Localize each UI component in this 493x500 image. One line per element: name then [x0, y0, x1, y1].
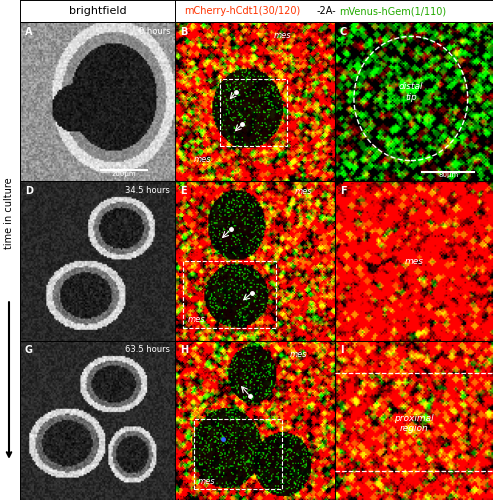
Text: D: D [25, 186, 33, 196]
Text: mes: mes [197, 477, 215, 486]
Text: mes: mes [290, 350, 308, 358]
Text: 80μm: 80μm [439, 172, 459, 178]
Text: G: G [25, 346, 33, 356]
Text: mVenus-hGem(1/110): mVenus-hGem(1/110) [339, 6, 446, 16]
Text: 200μm: 200μm [111, 170, 136, 176]
Text: 0 hours: 0 hours [139, 27, 171, 36]
Text: distal
tip: distal tip [398, 82, 423, 102]
Text: B: B [180, 27, 187, 37]
Text: mes: mes [404, 257, 423, 266]
Bar [220, 80, 287, 146]
Text: 34.5 hours: 34.5 hours [126, 186, 171, 195]
Text: A: A [25, 27, 32, 37]
Text: 63.5 hours: 63.5 hours [125, 346, 171, 354]
Text: I: I [340, 346, 343, 356]
Text: mes: mes [295, 187, 313, 196]
Bar [183, 261, 276, 328]
Text: mes: mes [194, 155, 212, 164]
Text: E: E [180, 186, 186, 196]
Text: mCherry-hCdt1(30/120): mCherry-hCdt1(30/120) [184, 6, 301, 16]
Text: C: C [340, 27, 347, 37]
Text: proximal
region: proximal region [394, 414, 434, 433]
Text: -2A-: -2A- [317, 6, 336, 16]
Text: time in culture: time in culture [4, 178, 14, 249]
Bar [194, 418, 282, 489]
Text: F: F [340, 186, 347, 196]
Text: brightfield: brightfield [69, 6, 126, 16]
Text: H: H [180, 346, 188, 356]
Text: mes: mes [188, 314, 206, 324]
Text: mes: mes [274, 31, 292, 40]
